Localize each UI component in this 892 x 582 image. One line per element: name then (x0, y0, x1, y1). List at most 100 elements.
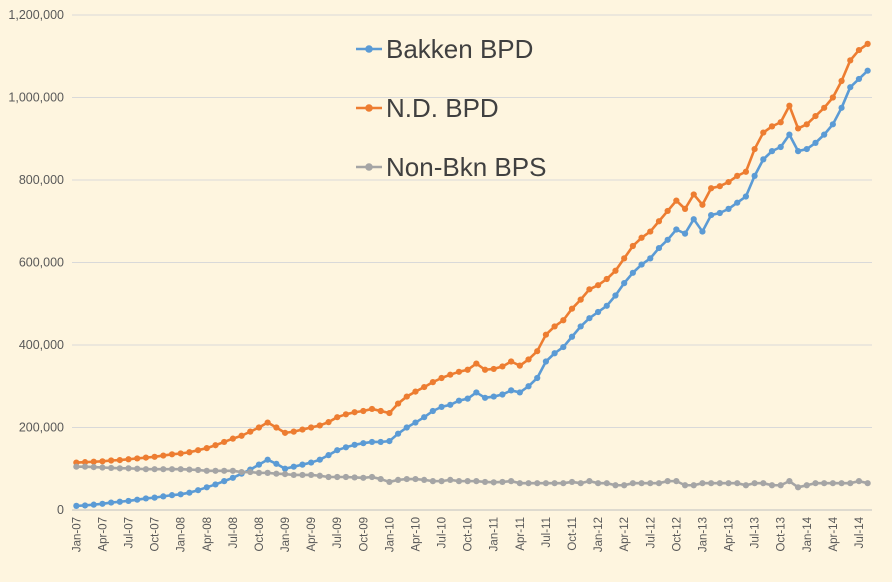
data-point (203, 445, 210, 452)
data-point (812, 112, 819, 120)
data-point (464, 478, 471, 485)
legend-item: Non-Bkn BPS (356, 152, 546, 182)
data-point (708, 185, 715, 192)
data-point (847, 480, 854, 487)
data-point (681, 230, 689, 237)
x-tick-label: Jul-08 (228, 517, 240, 548)
series-layer (73, 40, 871, 509)
data-point (412, 388, 419, 395)
data-point (368, 438, 376, 446)
data-point (73, 463, 80, 470)
data-point (108, 464, 115, 472)
x-tick-label: Oct-09 (358, 517, 370, 552)
data-point (177, 491, 184, 498)
data-point (855, 75, 863, 83)
data-point (794, 484, 802, 491)
x-tick-label: Jan-13 (697, 517, 709, 552)
data-point (621, 482, 628, 489)
data-point (325, 452, 332, 459)
data-point (299, 461, 306, 468)
data-point (586, 286, 593, 293)
data-point (142, 495, 150, 502)
data-point (725, 205, 732, 212)
data-point (299, 426, 306, 433)
x-tick-label: Jul-07 (124, 517, 136, 548)
x-tick-label: Jan-11 (489, 517, 501, 551)
data-point (194, 466, 202, 474)
data-point (273, 424, 280, 431)
data-point (821, 104, 828, 111)
data-point (368, 473, 376, 481)
data-point (481, 478, 489, 486)
x-tick-label: Apr-11 (515, 517, 527, 551)
data-point (116, 465, 123, 472)
data-point (142, 454, 150, 461)
data-point (247, 468, 254, 476)
data-point (386, 478, 393, 486)
gridlines (72, 14, 872, 511)
data-point (342, 444, 350, 451)
data-point (403, 393, 410, 400)
data-point (238, 468, 245, 476)
data-point (499, 478, 506, 486)
data-point (360, 440, 367, 447)
data-point (447, 401, 454, 408)
x-tick-label: Oct-08 (254, 517, 266, 552)
data-point (142, 466, 150, 473)
data-point (212, 481, 219, 488)
x-tick-label: Apr-08 (202, 517, 214, 552)
data-point (81, 502, 89, 509)
data-point (525, 356, 532, 363)
data-point (81, 459, 89, 466)
data-point (194, 487, 202, 494)
data-point (551, 480, 558, 487)
data-point (116, 456, 123, 464)
x-tick-label: Apr-09 (306, 517, 318, 552)
legend-item: N.D. BPD (356, 93, 499, 123)
data-point (855, 478, 863, 485)
x-tick-label: Apr-13 (724, 517, 736, 552)
data-point (368, 405, 376, 413)
legend-swatch-marker (365, 163, 373, 171)
data-point (594, 308, 602, 316)
legend: Bakken BPD N.D. BPD Non-Bkn BPS (356, 34, 546, 182)
y-axis: 0 200,000 400,000 600,000 800,000 1,000,000 1,… (8, 8, 64, 517)
x-tick-label: Apr-07 (97, 517, 109, 552)
data-point (734, 199, 741, 206)
data-point (525, 480, 532, 487)
data-point (847, 57, 854, 64)
legend-label: N.D. BPD (386, 93, 499, 123)
data-point (473, 478, 480, 485)
data-point (647, 228, 654, 235)
data-point (768, 148, 776, 155)
y-tick-label: 200,000 (19, 421, 64, 435)
data-point (377, 407, 384, 415)
data-point (125, 497, 132, 505)
data-point (455, 397, 463, 404)
data-point (281, 465, 289, 472)
data-point (699, 228, 706, 235)
data-point (838, 104, 845, 111)
data-point (151, 453, 158, 460)
data-point (429, 478, 436, 485)
data-point (864, 40, 871, 47)
data-point (455, 368, 463, 375)
data-point (725, 178, 732, 186)
data-point (629, 480, 636, 487)
data-point (681, 482, 689, 489)
data-point (177, 466, 184, 473)
data-point (186, 449, 193, 456)
data-point (708, 480, 715, 487)
data-point (134, 455, 141, 462)
data-point (438, 374, 445, 382)
series-1 (73, 67, 871, 509)
data-point (99, 458, 106, 465)
legend-swatch-marker (365, 104, 373, 112)
data-point (325, 419, 332, 426)
data-point (464, 395, 471, 402)
data-point (281, 429, 289, 436)
data-point (716, 209, 723, 217)
data-point (203, 467, 210, 474)
data-point (577, 323, 584, 330)
